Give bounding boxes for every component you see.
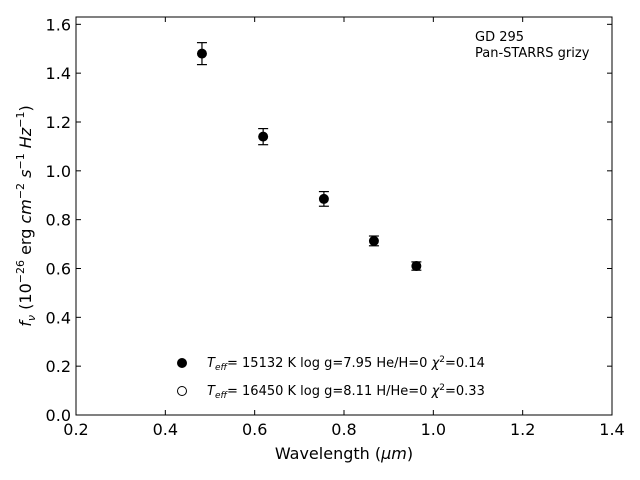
y-tick-label: 1.0 bbox=[46, 162, 71, 181]
legend: Teff= 15132 K log g=7.95 He/H=0 χ2=0.14 … bbox=[177, 355, 485, 401]
y-tick-label: 0.8 bbox=[46, 211, 71, 230]
legend-marker-filled bbox=[177, 358, 187, 368]
x-tick-label: 1.4 bbox=[599, 420, 624, 439]
annotation-object-name: GD 295 bbox=[475, 30, 524, 45]
axis-ticks: 0.2 0.4 0.6 0.8 1.0 1.2 1.40.00.20.40.60.81.01… bbox=[46, 15, 625, 439]
annotation-survey: Pan-STARRS grizy bbox=[475, 46, 590, 61]
data-point bbox=[411, 261, 422, 272]
x-tick-label: 1.2 bbox=[510, 420, 535, 439]
legend-entry-1: Teff= 15132 K log g=7.95 He/H=0 χ2=0.14 bbox=[207, 355, 485, 373]
data-point bbox=[258, 131, 269, 142]
y-tick-label: 1.6 bbox=[46, 15, 71, 34]
data-point bbox=[318, 193, 329, 204]
x-tick-label: 0.2 bbox=[63, 420, 88, 439]
x-tick-label: 0.8 bbox=[331, 420, 356, 439]
data-point bbox=[196, 48, 207, 59]
data-points bbox=[196, 42, 422, 272]
y-tick-label: 0.2 bbox=[46, 357, 71, 376]
y-tick-label: 1.2 bbox=[46, 113, 71, 132]
y-tick-label: 0.4 bbox=[46, 308, 71, 327]
legend-entry-2: Teff= 16450 K log g=8.11 H/He=0 χ2=0.33 bbox=[207, 383, 485, 401]
data-point bbox=[368, 235, 379, 246]
y-axis-label: fν (10−26 erg cm−2 s−1 Hz−1) bbox=[14, 105, 38, 326]
y-tick-label: 1.4 bbox=[46, 64, 71, 83]
x-axis-label: Wavelength (μm) bbox=[275, 444, 413, 463]
y-tick-label: 0.6 bbox=[46, 259, 71, 278]
legend-marker-open bbox=[177, 386, 187, 396]
x-tick-label: 0.6 bbox=[242, 420, 267, 439]
y-tick-label: 0.0 bbox=[46, 406, 71, 425]
x-tick-label: 1.0 bbox=[421, 420, 446, 439]
x-tick-label: 0.4 bbox=[153, 420, 178, 439]
